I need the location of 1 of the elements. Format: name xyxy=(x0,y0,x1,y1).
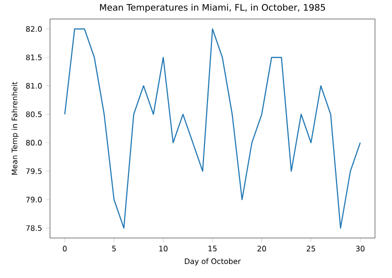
chart-title: Mean Temperatures in Miami, FL, in October, 1985 xyxy=(100,4,325,12)
